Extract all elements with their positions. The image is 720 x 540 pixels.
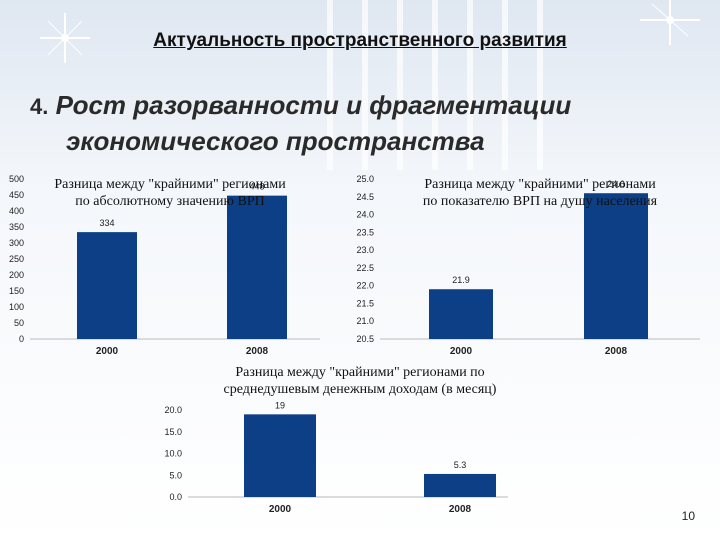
chart-title-line1: Разница между "крайними" регионами xyxy=(424,177,656,192)
bar-2000 xyxy=(77,232,137,339)
y-tick-label: 150 xyxy=(9,286,24,296)
y-tick-label: 23.5 xyxy=(356,227,374,237)
y-tick-label: 250 xyxy=(9,254,24,264)
chart-title-line2: среднедушевым денежным доходам (в месяц) xyxy=(223,382,497,397)
y-tick-label: 21.5 xyxy=(356,298,374,308)
y-tick-label: 20.0 xyxy=(164,405,182,415)
sparkle-right-icon xyxy=(640,0,700,45)
y-tick-label: 10.0 xyxy=(164,449,182,459)
y-tick-label: 25.0 xyxy=(356,174,374,184)
x-tick-label: 2000 xyxy=(269,504,292,515)
heading-line1: Рост разорванности и фрагментации xyxy=(55,90,572,120)
chart-income: 0.0 5.0 10.0 15.0 20.0 19 2000 5.3 2008 Разница … xyxy=(150,360,550,525)
chart-title: Разница между "крайними" регионами по ср… xyxy=(180,364,540,398)
bar-2008 xyxy=(584,193,648,339)
chart-title: Разница между "крайними" регионами по по… xyxy=(380,176,700,210)
y-tick-label: 21.0 xyxy=(356,316,374,326)
bar-2008 xyxy=(227,195,287,339)
x-tick-label: 2008 xyxy=(246,346,269,357)
x-tick-label: 2000 xyxy=(450,346,473,357)
y-tick-label: 50 xyxy=(14,318,24,328)
chart-gdp-absolute-svg: 0 50 100 150 200 250 300 350 400 450 500 334 2000 448… xyxy=(9,174,320,357)
chart-gdp-per-capita: 20.5 21.0 21.5 22.0 22.5 23.0 23.5 24.0 24.5 25.0… xyxy=(340,170,720,360)
data-label: 24.6 xyxy=(607,179,625,189)
y-tick-label: 5.0 xyxy=(169,470,182,480)
chart-title-line1: Разница между "крайними" регионами по xyxy=(235,365,485,380)
bar-2000 xyxy=(429,289,493,339)
data-label: 334 xyxy=(99,218,114,228)
chart-income-svg: 0.0 5.0 10.0 15.0 20.0 19 2000 5.3 2008 xyxy=(164,400,508,515)
y-tick-label: 20.5 xyxy=(356,334,374,344)
sparkle-left-icon xyxy=(40,13,90,63)
data-label: 21.9 xyxy=(452,275,470,285)
y-tick-label: 24.0 xyxy=(356,210,374,220)
y-tick-label: 400 xyxy=(9,206,24,216)
chart-title-line2: по абсолютному значению ВРП xyxy=(75,194,265,209)
y-tick-label: 200 xyxy=(9,270,24,280)
data-label: 19 xyxy=(275,400,285,410)
y-tick-label: 23.0 xyxy=(356,245,374,255)
chart-gdp-absolute: 0 50 100 150 200 250 300 350 400 450 500 334 2000 448… xyxy=(0,170,340,360)
heading-line2: экономического пространства xyxy=(66,126,485,156)
data-label: 5.3 xyxy=(454,460,467,470)
slide-title: Актуальность пространственного развития xyxy=(153,30,567,51)
y-tick-label: 300 xyxy=(9,238,24,248)
y-tick-label: 15.0 xyxy=(164,427,182,437)
heading-number: 4. xyxy=(30,94,49,119)
slide-heading: 4. Рост разорванности и фрагментации эко… xyxy=(30,88,710,158)
y-tick-label: 350 xyxy=(9,222,24,232)
chart-title-line1: Разница между "крайними" регионами xyxy=(54,177,286,192)
chart-title: Разница между "крайними" регионами по аб… xyxy=(20,176,320,210)
chart-gdp-per-capita-svg: 20.5 21.0 21.5 22.0 22.5 23.0 23.5 24.0 24.5 25.0… xyxy=(356,174,700,357)
bar-2008 xyxy=(424,473,496,497)
y-tick-label: 0 xyxy=(19,334,24,344)
x-tick-label: 2008 xyxy=(605,346,628,357)
bar-2000 xyxy=(244,414,316,497)
y-tick-label: 100 xyxy=(9,302,24,312)
y-tick-label: 24.5 xyxy=(356,192,374,202)
data-label: 448 xyxy=(249,182,264,192)
x-tick-label: 2000 xyxy=(96,346,119,357)
page-number: 10 xyxy=(681,509,695,523)
y-tick-label: 500 xyxy=(9,174,24,184)
y-tick-label: 0.0 xyxy=(169,492,182,502)
y-tick-label: 22.0 xyxy=(356,281,374,291)
x-tick-label: 2008 xyxy=(449,504,472,515)
chart-title-line2: по показателю ВРП на душу населения xyxy=(422,194,658,209)
y-tick-label: 450 xyxy=(9,190,24,200)
y-tick-label: 22.5 xyxy=(356,263,374,273)
